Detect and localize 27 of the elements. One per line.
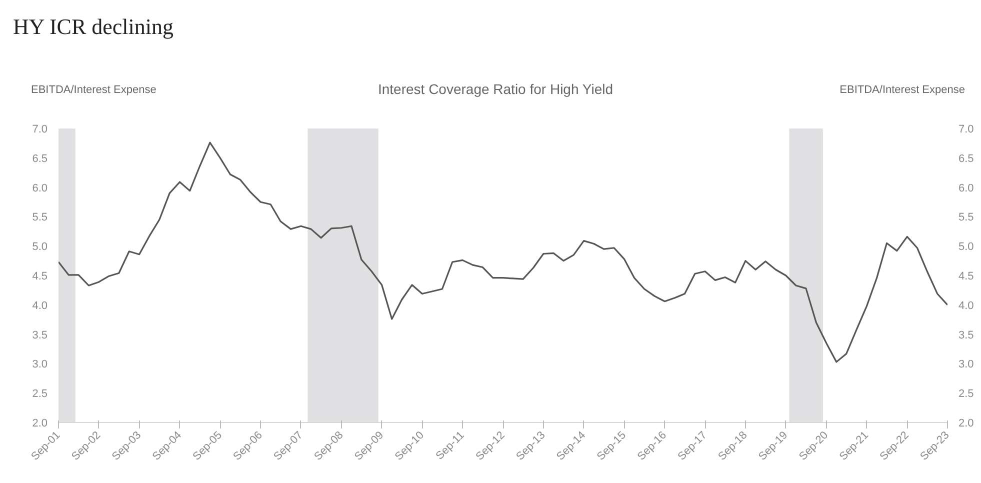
line-series: [58, 142, 948, 363]
chart-subtitle: Interest Coverage Ratio for High Yield: [378, 81, 613, 97]
y-tick-label: 2.5: [32, 388, 48, 400]
y2-tick-label: 3.0: [958, 358, 974, 371]
y2-tick-label: 6.0: [958, 182, 974, 194]
y2-tick-label: 2.0: [958, 418, 974, 430]
y2-axis-title: EBITDA/Interest Expense: [840, 83, 965, 98]
y2-tick-label: 6.5: [958, 152, 974, 165]
y2-tick-label: 5.5: [958, 212, 974, 224]
y-tick-label: 2.0: [32, 418, 48, 430]
y2-tick-label: 3.5: [958, 329, 974, 342]
y-tick-label: 6.5: [32, 152, 48, 165]
y-axis-title: EBITDA/Interest Expense: [31, 83, 156, 98]
y-tick-label: 4.5: [32, 270, 48, 282]
y-tick-label: 3.0: [32, 358, 48, 371]
y2-tick-label: 2.5: [958, 388, 974, 400]
y-tick-label: 4.0: [32, 300, 48, 312]
y2-tick-label: 4.0: [958, 300, 974, 312]
chart-title: HY ICR declining: [13, 13, 174, 41]
y2-tick-label: 4.5: [958, 270, 974, 282]
y-tick-label: 6.0: [32, 182, 48, 194]
y-tick-label: 5.0: [32, 241, 48, 254]
y-tick-label: 7.0: [32, 124, 48, 136]
y-tick-label: 3.5: [32, 329, 48, 342]
y-tick-label: 5.5: [32, 212, 48, 224]
y2-tick-label: 7.0: [958, 124, 974, 136]
y2-tick-label: 5.0: [958, 241, 974, 254]
